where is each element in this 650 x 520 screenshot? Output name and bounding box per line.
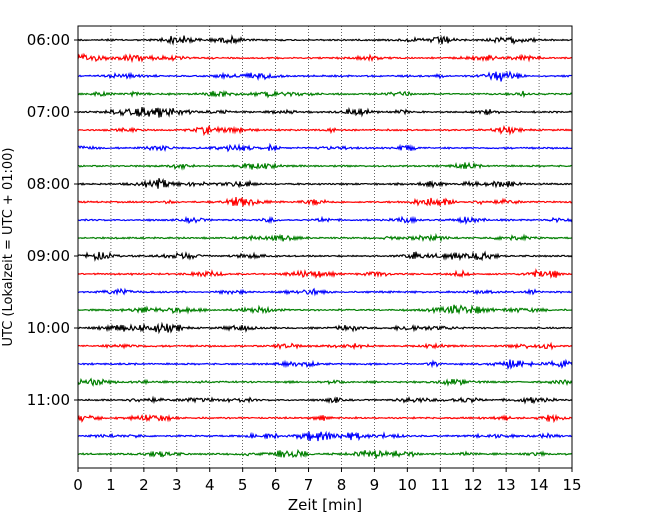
x-tick-label: 7	[304, 476, 314, 494]
x-tick-label: 0	[73, 476, 83, 494]
x-tick-label: 2	[139, 476, 149, 494]
seismic-trace	[77, 178, 573, 189]
seismic-trace	[77, 34, 573, 46]
x-tick-label: 4	[205, 476, 215, 494]
seismic-trace	[77, 89, 573, 99]
seismic-trace	[77, 70, 573, 82]
seismic-trace	[77, 448, 573, 459]
x-tick-label: 11	[431, 476, 450, 494]
seismic-trace	[77, 268, 573, 280]
seismic-trace	[77, 196, 573, 207]
x-tick-label: 1	[106, 476, 116, 494]
seismic-trace	[77, 341, 573, 351]
seismic-trace	[77, 287, 573, 297]
x-tick-label: 12	[464, 476, 483, 494]
y-tick-label: 08:00	[27, 175, 70, 193]
x-tick-label: 6	[271, 476, 281, 494]
x-axis-ticks: 0 1 2 3 4 5 6 7 8 9 10 11 12 13 14 15	[73, 468, 582, 494]
seismic-trace	[77, 106, 573, 118]
x-tick-label: 15	[562, 476, 581, 494]
seismic-trace	[77, 52, 573, 64]
y-axis-ticks: 06:00 07:00 08:00 09:00 10:00 11:00	[27, 31, 78, 409]
seismic-trace	[77, 250, 573, 262]
y-tick-label: 10:00	[27, 319, 70, 337]
seismic-traces	[77, 34, 573, 459]
grid-lines	[110, 26, 540, 468]
seismic-trace	[77, 215, 573, 225]
y-tick-label: 09:00	[27, 247, 70, 265]
y-tick-label: 06:00	[27, 31, 70, 49]
x-tick-label: 9	[370, 476, 380, 494]
seismic-trace	[77, 377, 573, 387]
x-tick-label: 8	[337, 476, 347, 494]
x-tick-label: 13	[497, 476, 516, 494]
seismic-trace	[77, 232, 573, 243]
seismic-trace	[77, 321, 573, 335]
seismic-trace	[77, 304, 573, 315]
x-tick-label: 10	[398, 476, 417, 494]
seismic-trace	[77, 430, 573, 442]
seismic-trace	[77, 142, 573, 153]
y-tick-label: 11:00	[27, 391, 70, 409]
x-axis-label: Zeit [min]	[288, 496, 362, 514]
seismic-trace	[77, 125, 573, 137]
x-tick-label: 5	[238, 476, 248, 494]
seismic-trace	[77, 395, 573, 405]
seismic-trace	[77, 358, 573, 370]
seismic-trace	[77, 413, 573, 424]
x-tick-label: 14	[530, 476, 549, 494]
plot-frame	[77, 25, 573, 469]
x-tick-label: 3	[172, 476, 182, 494]
seismic-trace	[77, 161, 573, 171]
y-tick-label: 07:00	[27, 103, 70, 121]
y-axis-label: UTC (Lokalzeit = UTC + 01:00)	[1, 148, 16, 347]
